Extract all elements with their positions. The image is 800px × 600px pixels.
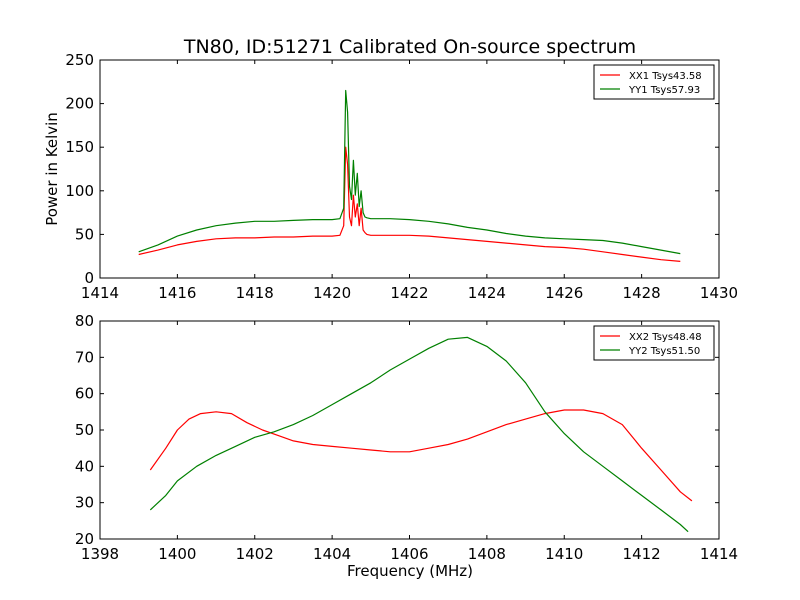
y-tick-label: 20 (75, 530, 94, 548)
x-tick-label: 1428 (623, 284, 661, 302)
y-tick-label: 100 (65, 182, 94, 200)
y-tick-label: 0 (84, 269, 94, 287)
y-tick-label: 250 (65, 51, 94, 69)
top-x-axis: 1414 1416 1418 1420 1422 1424 1426 1428 1430 (81, 60, 738, 302)
x-tick-label: 1430 (700, 284, 738, 302)
x-tick-label: 1404 (313, 545, 351, 563)
bottom-y-axis: 20 30 40 50 60 70 80 (75, 312, 719, 548)
x-tick-label: 1424 (468, 284, 506, 302)
chart-title: TN80, ID:51271 Calibrated On-source spec… (183, 36, 636, 58)
bottom-x-axis: 1398 1400 1402 1404 1406 1408 1410 1412 1414 (81, 321, 738, 563)
x-tick-label: 1408 (468, 545, 506, 563)
y-tick-label: 70 (75, 348, 94, 366)
y-tick-label: 150 (65, 138, 94, 156)
bottom-x-axis-label: Frequency (MHz) (347, 562, 473, 580)
x-tick-label: 1410 (545, 545, 583, 563)
x-tick-label: 1400 (158, 545, 196, 563)
bot-series-line-1 (149, 409, 693, 502)
bot-series-line-2 (149, 336, 689, 533)
legend-label: YY2 Tsys51.50 (628, 346, 700, 357)
top-series-line-2 (138, 89, 681, 255)
bottom-legend: XX2 Tsys48.48 YY2 Tsys51.50 (593, 325, 715, 361)
y-tick-label: 40 (75, 457, 94, 475)
x-tick-label: 1414 (81, 284, 119, 302)
x-tick-label: 1420 (313, 284, 351, 302)
y-tick-label: 80 (75, 312, 94, 330)
y-tick-label: 50 (75, 421, 94, 439)
legend-box (593, 64, 715, 100)
x-tick-label: 1398 (81, 545, 119, 563)
legend-box (593, 325, 715, 361)
bottom-series-group (149, 336, 693, 533)
y-tick-label: 200 (65, 95, 94, 113)
x-tick-label: 1412 (623, 545, 661, 563)
legend-label: XX1 Tsys43.58 (629, 71, 702, 82)
x-tick-label: 1418 (236, 284, 274, 302)
x-tick-label: 1406 (390, 545, 428, 563)
legend-label: XX2 Tsys48.48 (629, 332, 702, 343)
top-y-axis: 0 50 100 150 200 250 (65, 51, 719, 287)
y-tick-label: 60 (75, 385, 94, 403)
y-tick-label: 30 (75, 494, 94, 512)
x-tick-label: 1422 (390, 284, 428, 302)
top-series-group (138, 89, 681, 262)
top-legend: XX1 Tsys43.58 YY1 Tsys57.93 (593, 64, 715, 100)
legend-label: YY1 Tsys57.93 (628, 85, 700, 96)
top-y-axis-label: Power in Kelvin (43, 112, 61, 226)
top-panel: 1414 1416 1418 1420 1422 1424 1426 1428 1430 0 50… (43, 51, 738, 302)
x-tick-label: 1414 (700, 545, 738, 563)
y-tick-label: 50 (75, 225, 94, 243)
bottom-panel: 1398 1400 1402 1404 1406 1408 1410 1412 1414 20 3… (75, 312, 738, 580)
x-tick-label: 1416 (158, 284, 196, 302)
x-tick-label: 1426 (545, 284, 583, 302)
top-series-line-1 (138, 146, 681, 262)
x-tick-label: 1402 (236, 545, 274, 563)
